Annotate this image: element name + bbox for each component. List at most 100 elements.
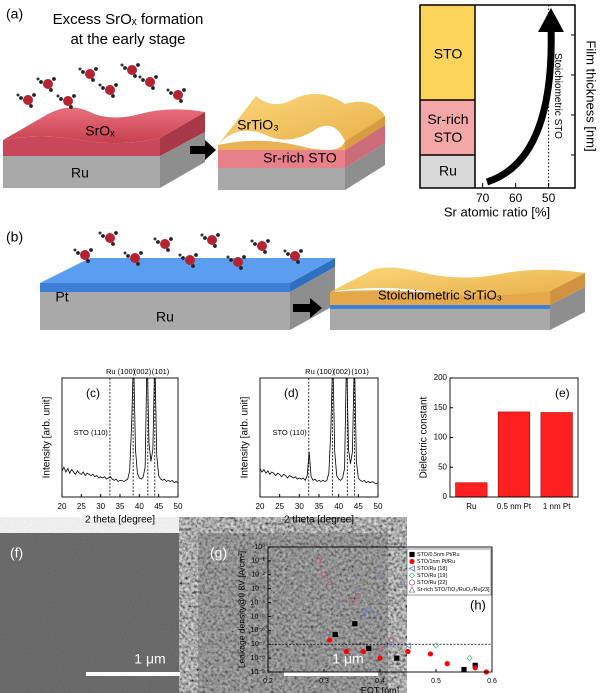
- point: [327, 637, 333, 643]
- legend-marker: [408, 572, 416, 579]
- point: [376, 645, 383, 652]
- point: [461, 666, 467, 673]
- point: [337, 599, 345, 606]
- point: [360, 648, 366, 655]
- legend-marker: [408, 586, 416, 593]
- molecules: [16, 63, 186, 109]
- slab-after: [218, 93, 385, 190]
- layer-label: Sr-rich STO: [263, 150, 337, 166]
- point: [444, 661, 450, 667]
- plot-frame: [449, 377, 579, 498]
- y-tick-label: 10⁰: [254, 543, 265, 551]
- layer-label: SrTiO₃: [237, 117, 279, 133]
- annotation: STO (110): [272, 428, 307, 437]
- annotation: (002): [134, 367, 152, 376]
- x-tick-label: 0.3: [319, 678, 329, 685]
- panel-label: (f): [10, 545, 23, 561]
- y-tick-label: 150: [434, 403, 448, 412]
- legend-marker: [409, 551, 415, 558]
- layer-label: Ru: [439, 163, 457, 179]
- y-tick-label: 10⁻⁵: [251, 613, 265, 620]
- y-axis-label: Intensity [arb. unit]: [42, 396, 53, 478]
- panel-label: (e): [555, 386, 570, 400]
- y-tick-label: 100: [434, 433, 448, 442]
- annotation: STO (110): [74, 428, 109, 437]
- composition-box: [419, 4, 576, 189]
- y-tick-label: 50: [438, 462, 447, 471]
- panel-label: (a): [6, 6, 23, 22]
- x-tick-label: 45: [154, 502, 163, 511]
- legend-label: STO/1nm Pt/Ru: [417, 559, 455, 565]
- layer-label: Stoichiometric SrTiO₃: [378, 287, 502, 302]
- data-line: [62, 378, 178, 484]
- annotation: (101): [152, 367, 170, 376]
- point: [352, 621, 358, 627]
- legend-label: STO/Ru [18]: [417, 566, 447, 572]
- plot-frame: [259, 377, 379, 498]
- bar: [497, 411, 531, 498]
- y-tick-label: 10⁻⁷: [251, 641, 265, 648]
- legend-label: STO/Ru [19]: [417, 573, 447, 579]
- x-tick-label: 25: [77, 502, 86, 511]
- plot-frame: [267, 546, 493, 673]
- scale-bar: [284, 672, 378, 676]
- y-tick-label: 10⁻⁶: [251, 627, 265, 634]
- x-tick-label: 0.5: [431, 678, 441, 685]
- annotation: Ru (100): [305, 367, 335, 376]
- arrow: [190, 140, 216, 160]
- point: [405, 648, 411, 655]
- slab-before: [3, 107, 205, 188]
- point: [348, 599, 355, 606]
- plot-frame: [61, 377, 179, 498]
- sem-image: [198, 533, 388, 693]
- point: [320, 571, 327, 578]
- point: [315, 557, 322, 564]
- panel-label: (d): [284, 386, 299, 400]
- x-tick-label: 0.5 nm Pt: [497, 502, 532, 511]
- x-tick-label: 40: [135, 502, 144, 511]
- scale-bar-label: 1 μm: [332, 651, 363, 667]
- x-axis-label: 2 theta [degree]: [85, 515, 155, 526]
- legend-marker: [409, 558, 415, 565]
- y-tick-label: 200: [434, 373, 448, 382]
- point: [343, 648, 349, 655]
- y-tick-label: 0: [443, 492, 448, 501]
- legend-marker: [408, 579, 415, 586]
- y-tick-label: 10⁻⁹: [251, 669, 265, 676]
- x-tick-label: 45: [354, 502, 363, 511]
- point: [371, 612, 378, 620]
- x-tick-label: 20: [58, 502, 67, 511]
- sem-tint: [198, 533, 388, 693]
- x-tick-label: 0.4: [375, 678, 385, 685]
- y-tick-label: 10⁻¹: [251, 558, 265, 565]
- x-tick-label: 50: [174, 502, 183, 511]
- y-tick-label: 10⁻⁸: [251, 655, 265, 662]
- panel-label: (g): [210, 545, 227, 561]
- x-tick-label: 30: [295, 502, 304, 511]
- x-tick-label: 30: [96, 502, 105, 511]
- arrow: [293, 298, 322, 318]
- x-tick-label: 35: [315, 502, 324, 511]
- point: [376, 571, 384, 578]
- x-tick-label: 35: [116, 502, 125, 511]
- slab-pt: [40, 258, 335, 330]
- y-axis-label: Leakage density@0.8V [A/cm²]: [236, 551, 246, 668]
- layer-label: Ru: [156, 309, 174, 325]
- bar: [455, 482, 488, 498]
- point: [377, 655, 383, 661]
- y-axis-label: Intensity [arb. unit]: [240, 396, 251, 478]
- x-tick-label: 50: [374, 502, 383, 511]
- reference-label: Stoichiometric STO: [552, 53, 563, 139]
- slab-sto: [330, 267, 585, 330]
- point: [326, 579, 333, 586]
- y-tick-label: 10⁻²: [251, 572, 265, 579]
- x-axis-label: EOT [nm]: [361, 685, 399, 693]
- point: [432, 642, 440, 649]
- y-axis-label: Film thickness [nm]: [584, 40, 599, 151]
- scale-bar: [86, 672, 180, 676]
- x-tick-label: 0.6: [487, 678, 497, 685]
- point: [466, 654, 473, 662]
- point: [354, 585, 361, 592]
- data-line: [260, 378, 378, 485]
- point: [404, 642, 412, 649]
